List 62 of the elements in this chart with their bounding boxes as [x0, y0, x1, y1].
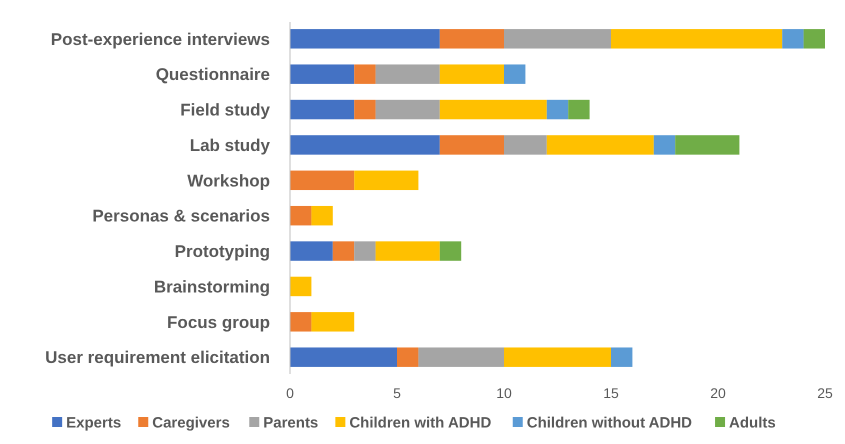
x-tick-label: 5 [393, 385, 402, 401]
y-tick-label: Prototyping [174, 242, 270, 262]
y-tick-label: Lab study [190, 136, 271, 155]
y-tick-label: Post-experience interviews [50, 30, 270, 49]
bar [290, 312, 312, 332]
bar [332, 241, 354, 261]
legend-label: Children with ADHD [349, 414, 492, 432]
bar [376, 64, 440, 84]
bar [376, 100, 440, 120]
y-tick-label: Personas & scenarios [92, 206, 270, 226]
bar [504, 29, 611, 49]
bar [290, 170, 354, 190]
x-tick-label: 20 [710, 385, 726, 401]
bar [397, 347, 418, 367]
y-tick-label: Field study [180, 100, 271, 120]
x-tick-label: 0 [286, 385, 294, 401]
bar [354, 64, 376, 84]
bar [675, 135, 740, 155]
bar [804, 29, 825, 49]
bar [354, 241, 376, 261]
bar [440, 135, 504, 155]
bar [546, 100, 568, 120]
bar [504, 64, 526, 84]
legend-label: Adults [729, 414, 776, 432]
legend-label: Children without ADHD [526, 414, 692, 432]
bar [290, 241, 333, 261]
y-tick-label: User requirement elicitation [45, 348, 270, 368]
bar [418, 347, 504, 367]
bar [504, 347, 611, 367]
bar [654, 135, 676, 155]
bar [311, 206, 333, 226]
x-tick-label: 25 [817, 385, 833, 401]
bar [290, 29, 440, 49]
bar [440, 29, 504, 49]
bar [354, 170, 418, 190]
bar [782, 29, 804, 49]
legend-label: Experts [66, 414, 122, 432]
bar [611, 29, 782, 49]
bar [290, 100, 354, 120]
bar [290, 64, 354, 84]
bar [311, 312, 354, 332]
legend-label: Caregivers [152, 414, 230, 432]
bar [546, 135, 654, 155]
bar [290, 276, 312, 296]
x-tick-label: 10 [496, 385, 512, 401]
bar [354, 100, 376, 120]
y-tick-label: Focus group [167, 312, 270, 332]
bar [376, 241, 440, 261]
legend-label: Parents [263, 414, 318, 432]
bar [568, 100, 590, 120]
bar [611, 347, 632, 367]
bar [504, 135, 547, 155]
bar [440, 100, 547, 120]
bar [440, 64, 504, 84]
x-tick-label: 15 [603, 385, 619, 401]
bar [290, 206, 312, 226]
bar [440, 241, 462, 261]
bar [290, 135, 440, 155]
y-tick-label: Workshop [187, 171, 270, 190]
y-tick-label: Brainstorming [154, 277, 270, 296]
bar [290, 347, 397, 367]
y-tick-label: Questionnaire [156, 65, 270, 84]
